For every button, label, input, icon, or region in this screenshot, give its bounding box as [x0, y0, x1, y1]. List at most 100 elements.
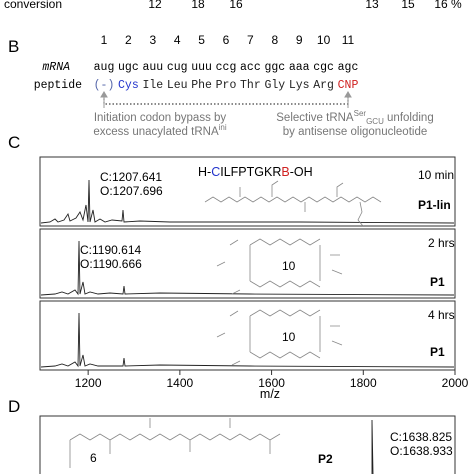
- compound: P1-lin: [418, 198, 451, 212]
- note-left: excess unacylated tRNAini: [93, 123, 227, 138]
- codon: cgc: [313, 61, 334, 74]
- residues: (-) Cys Ile Leu Phe Pro Thr Gly Lys Arg CNP: [94, 79, 359, 92]
- mrna-label: mRNA: [42, 61, 70, 74]
- structure: [204, 180, 382, 227]
- position: 11: [342, 33, 355, 47]
- residue: Ile: [142, 79, 163, 92]
- residue: Thr: [240, 79, 261, 92]
- note-text: excess unacylated tRNA: [93, 126, 219, 138]
- note-right: Selective tRNASerGCU unfolding: [276, 109, 433, 126]
- panel-label: C: [8, 133, 20, 152]
- note-text: unfolding: [384, 112, 434, 124]
- x-tick-label: 1600: [258, 376, 285, 390]
- note-sup: ini: [219, 123, 227, 132]
- note-text: Selective tRNA: [276, 112, 354, 124]
- conversion-values: 12 18 16 13 15 16 %: [148, 0, 462, 11]
- residue: Arg: [313, 79, 334, 92]
- time: 10 min: [418, 168, 454, 182]
- panel-label: D: [8, 397, 20, 416]
- position: 3: [149, 33, 156, 47]
- conversion-value: 15: [401, 0, 415, 11]
- position: 10: [317, 33, 331, 47]
- spectrum-frame: [39, 300, 456, 371]
- position: 8: [271, 33, 278, 47]
- codon: agc: [338, 61, 359, 74]
- spectrum: [40, 179, 455, 224]
- note-sup: Ser: [354, 109, 367, 118]
- residue: Pro: [216, 79, 237, 92]
- note-left: Initiation codon bypass by: [94, 112, 227, 124]
- obs-mass: O:1190.666: [80, 257, 142, 271]
- seq-part: C: [211, 165, 220, 179]
- peptide-label: peptide: [34, 79, 82, 92]
- time: 4 hrs: [428, 308, 455, 322]
- residue: Leu: [167, 79, 188, 92]
- seq-part: -OH: [290, 165, 313, 179]
- x-tick-label: 2000: [442, 376, 469, 390]
- conversion-value: 16: [229, 0, 243, 11]
- compound: P1: [430, 275, 445, 289]
- time: 2 hrs: [428, 236, 455, 250]
- codon: cug: [167, 61, 188, 74]
- position: 5: [198, 33, 205, 47]
- compound: P2: [318, 452, 333, 466]
- note-sub: GCU: [366, 117, 384, 126]
- panel-label: B: [8, 37, 19, 56]
- residue: CNP: [338, 79, 359, 92]
- position: 9: [296, 33, 303, 47]
- codon: ugc: [118, 61, 139, 74]
- sequence: H-CILFPTGKRB-OH: [198, 165, 313, 179]
- codon: aaa: [289, 61, 310, 74]
- spectrum-frame: [39, 228, 456, 299]
- residue: Cys: [118, 79, 139, 92]
- codon: uuu: [191, 61, 212, 74]
- ring-size: 6: [90, 451, 97, 465]
- obs-mass: O:1207.696: [100, 184, 163, 198]
- spectrum-frame: [39, 415, 456, 474]
- x-axis-label: m/z: [260, 387, 280, 401]
- x-tick-label: 1200: [75, 376, 102, 390]
- ring-size: 10: [282, 259, 296, 273]
- x-axis: 1200 1400 1600 1800 2000: [75, 370, 469, 390]
- codon: auu: [142, 61, 163, 74]
- spectrum: [40, 312, 455, 368]
- calc-mass: C:1207.641: [100, 170, 162, 184]
- position: 1: [101, 33, 108, 47]
- codon: ggc: [264, 61, 285, 74]
- residue: (-): [94, 79, 115, 92]
- conversion-value: 12: [148, 0, 162, 11]
- conversion-value: 16 %: [434, 0, 462, 11]
- conversion-value: 18: [191, 0, 205, 11]
- seq-part: B: [281, 165, 289, 179]
- codons: aug ugc auu cug uuu ccg acc ggc aaa cgc agc: [94, 61, 359, 74]
- obs-mass: O:1638.933: [390, 444, 453, 458]
- connector: [103, 95, 349, 105]
- seq-part: H-: [198, 165, 211, 179]
- residue: Gly: [264, 79, 285, 92]
- ring-size: 10: [282, 330, 296, 344]
- conversion-label: conversion: [4, 0, 62, 11]
- spectrum: [371, 419, 374, 474]
- structure: [216, 238, 343, 295]
- note-right: by antisense oligonucleotide: [283, 126, 428, 138]
- calc-mass: C:1190.614: [80, 243, 141, 257]
- spectrum-frame: [39, 156, 456, 227]
- conversion-value: 13: [365, 0, 379, 11]
- x-tick-label: 1800: [350, 376, 377, 390]
- codon: aug: [94, 61, 115, 74]
- codon: ccg: [216, 61, 237, 74]
- codon-positions: 1 2 3 4 5 6 7 8 9 10 11: [101, 33, 355, 47]
- residue: Phe: [191, 79, 212, 92]
- calc-mass: C:1638.825: [390, 430, 452, 444]
- spectrum: [40, 240, 455, 296]
- structure: [69, 418, 281, 468]
- position: 6: [223, 33, 230, 47]
- compound: P1: [430, 345, 445, 359]
- seq-part: ILFPTGKR: [220, 165, 281, 179]
- position: 7: [247, 33, 254, 47]
- x-tick-label: 1400: [167, 376, 194, 390]
- residue: Lys: [289, 79, 310, 92]
- position: 4: [174, 33, 181, 47]
- structure: [216, 309, 343, 366]
